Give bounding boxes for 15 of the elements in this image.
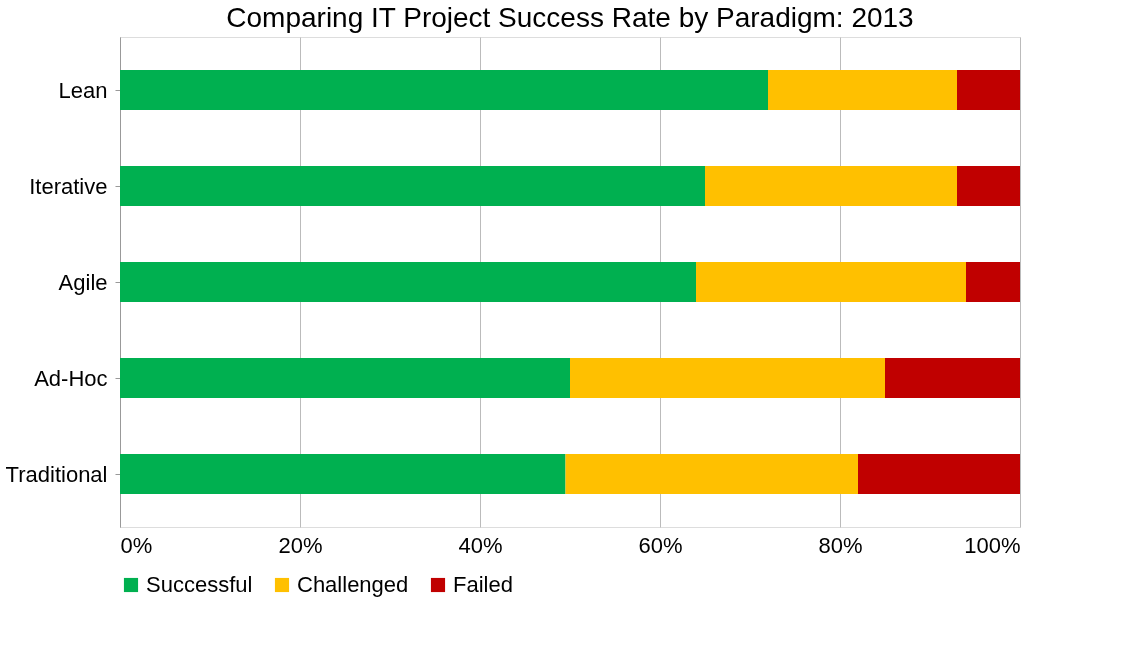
x-tick-label: 20% bbox=[278, 532, 323, 558]
y-tick-label: Lean bbox=[58, 77, 108, 103]
y-tick-label: Ad-Hoc bbox=[34, 365, 108, 391]
legend-label: Challenged bbox=[297, 572, 409, 597]
y-tick-label: Agile bbox=[58, 269, 108, 295]
x-tick-label: 80% bbox=[818, 532, 863, 558]
y-tick-label: Traditional bbox=[5, 461, 108, 487]
legend-label: Failed bbox=[453, 572, 513, 597]
y-tick-label: Iterative bbox=[29, 173, 108, 199]
legend-label: Successful bbox=[146, 572, 253, 597]
chart-title: Comparing IT Project Success Rate by Paradigm: 2013 bbox=[226, 2, 914, 33]
x-tick-label: 40% bbox=[458, 532, 503, 558]
x-tick-label: 60% bbox=[638, 532, 683, 558]
x-tick-label: 0% bbox=[120, 532, 153, 558]
x-tick-label: 100% bbox=[964, 532, 1021, 558]
